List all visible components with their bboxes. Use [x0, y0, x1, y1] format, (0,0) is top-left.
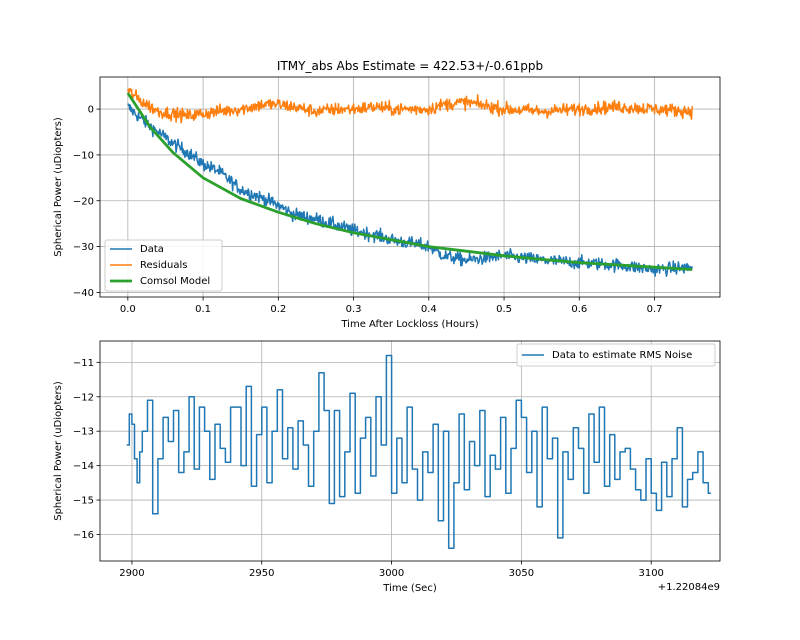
x-tick-label: 0.0 [120, 304, 136, 315]
bottom-chart-x-ticks: 2900 2950 3000 3050 3100 [119, 561, 664, 579]
legend-data-label: Data [140, 244, 164, 255]
top-chart-legend-box [104, 239, 223, 292]
x-tick-label: 0.7 [647, 304, 663, 315]
bottom-chart-x-offset-text: +1.22084e9 [658, 582, 720, 593]
y-tick-label: −13 [73, 427, 94, 438]
x-tick-label: 3050 [509, 568, 534, 579]
bottom-chart-legend: Data to estimate RMS Noise [516, 343, 716, 367]
top-chart-y-axis-label: Spherical Power (uDiopters) [53, 117, 64, 257]
y-tick-label: 0 [88, 105, 94, 116]
bottom-chart: 2900 2950 3000 3050 3100 −11−12−13−14−15−16 … [53, 340, 721, 594]
x-tick-label: 2950 [249, 568, 274, 579]
top-chart-series [126, 88, 693, 277]
series-data [127, 103, 693, 277]
y-tick-label: −11 [73, 358, 94, 369]
x-tick-label: 0.3 [346, 304, 362, 315]
x-tick-label: 0.2 [270, 304, 286, 315]
y-tick-label: −10 [73, 150, 94, 161]
x-tick-label: 2900 [119, 568, 144, 579]
y-tick-label: −12 [73, 392, 94, 403]
bottom-chart-frame [99, 340, 721, 562]
y-tick-label: −40 [73, 288, 94, 299]
top-chart-x-axis-label: Time After Lockloss (Hours) [340, 319, 478, 330]
x-tick-label: 0.1 [195, 304, 211, 315]
y-tick-label: −20 [73, 196, 94, 207]
bottom-chart-series [126, 354, 711, 550]
bottom-chart-legend-box [516, 343, 716, 367]
bottom-chart-y-axis-label: Spherical Power (uDiopters) [53, 381, 64, 521]
series-comsol-model [126, 92, 693, 271]
y-tick-label: −30 [73, 242, 94, 253]
y-tick-label: −16 [73, 530, 94, 541]
top-chart-legend: Data Residuals Comsol Model [104, 239, 223, 292]
x-tick-label: 0.6 [571, 304, 587, 315]
top-chart-title: ITMY_abs Abs Estimate = 422.53+/-0.61ppb [277, 59, 543, 73]
x-tick-label: 3100 [638, 568, 663, 579]
x-tick-label: 0.4 [421, 304, 437, 315]
series-residuals [127, 88, 693, 124]
legend-comsol-model-label: Comsol Model [140, 276, 210, 287]
y-tick-label: −15 [73, 496, 94, 507]
x-tick-label: 3000 [379, 568, 404, 579]
y-tick-label: −14 [73, 461, 94, 472]
bottom-chart-y-ticks: −11 −12 −13 −14 −15 −16 [73, 358, 100, 541]
bottom-chart-grid [100, 341, 720, 561]
x-tick-label: 0.5 [496, 304, 512, 315]
top-chart: 0.0 0.1 0.2 0.3 0.4 0.5 0.6 0.7 0 −10 −20 −30 −40 I… [53, 59, 721, 330]
top-chart-frame [99, 76, 721, 298]
bottom-chart-x-axis-label: Time (Sec) [382, 583, 437, 594]
top-chart-y-ticks: 0 −10 −20 −30 −40 [73, 105, 100, 299]
series-data-to-estimate-rms-noise [126, 354, 711, 550]
top-chart-x-ticks: 0.0 0.1 0.2 0.3 0.4 0.5 0.6 0.7 [120, 297, 663, 315]
legend-rms-noise-label: Data to estimate RMS Noise [552, 350, 692, 361]
legend-residuals-label: Residuals [140, 260, 187, 271]
